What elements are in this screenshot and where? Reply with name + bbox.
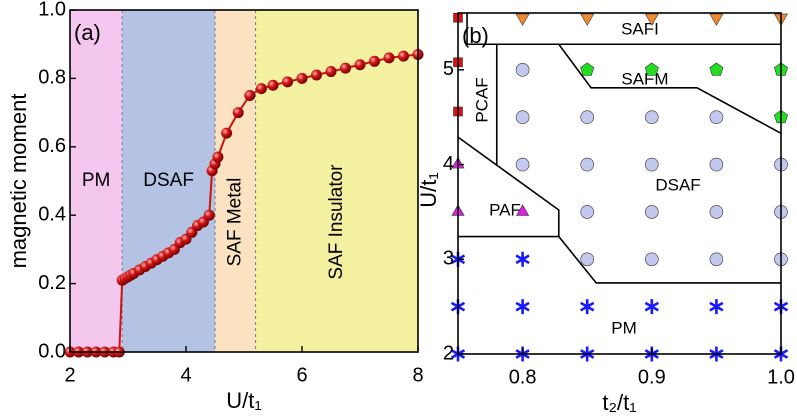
phase-label: SAFI (621, 19, 659, 38)
data-point (515, 251, 530, 267)
phase-boundary (558, 43, 782, 135)
data-point (232, 107, 244, 119)
y-tick-label: 5 (443, 58, 454, 80)
region-label: SAF Insulator (326, 164, 347, 280)
phase-region (122, 10, 215, 352)
data-point (515, 299, 530, 315)
phase-boundary (558, 236, 781, 284)
data-point (644, 157, 659, 172)
data-point (244, 90, 256, 101)
phase-region (70, 10, 123, 352)
data-point (580, 62, 595, 76)
data-point (709, 299, 724, 315)
data-point (580, 299, 595, 315)
region-label: DSAF (143, 170, 194, 191)
y-tick-label: 2 (443, 342, 454, 364)
x-axis-label: t₂/t₁ (602, 390, 636, 415)
data-point (515, 157, 530, 172)
data-point (398, 50, 409, 62)
data-point (580, 157, 595, 172)
y-tick-label: 4 (443, 153, 454, 175)
data-point (383, 52, 395, 64)
data-point (515, 63, 530, 77)
data-point (515, 110, 530, 124)
phase-region (255, 10, 418, 352)
data-point (580, 110, 595, 124)
x-tick-label: 6 (296, 364, 307, 386)
data-point (644, 205, 659, 219)
phase-label: PM (611, 318, 637, 337)
y-tick-label: 0.2 (38, 272, 66, 294)
region-label: PM (82, 170, 111, 191)
data-point (296, 72, 308, 84)
x-axis-label: U/t₁ (226, 388, 262, 413)
data-point (644, 299, 659, 315)
y-tick-label: 1.0 (38, 0, 66, 20)
phase-label: PAF (489, 200, 521, 219)
data-point (709, 157, 724, 172)
data-point (354, 59, 366, 71)
y-tick-label: 0.8 (38, 67, 66, 89)
y-tick-label: 0.0 (38, 340, 66, 362)
data-point (644, 252, 659, 267)
data-point (580, 205, 595, 219)
y-axis-label: U/t₁ (416, 172, 441, 208)
phase-boundary (466, 13, 781, 46)
data-point (311, 69, 322, 81)
x-tick-label: 0.9 (638, 366, 666, 388)
panel-label: (b) (462, 23, 489, 48)
y-axis-label: magnetic moment (6, 94, 31, 269)
data-point (340, 62, 351, 74)
data-point (709, 252, 724, 267)
phase-boundary (457, 136, 560, 238)
data-point (644, 62, 659, 76)
data-point (515, 13, 530, 26)
x-tick-label: 1.0 (767, 366, 795, 388)
data-point (325, 66, 337, 78)
plot-frame (69, 9, 419, 353)
plot-frame (457, 12, 782, 355)
data-point (709, 205, 724, 219)
data-point (221, 127, 233, 139)
y-tick-label: 0.6 (38, 135, 66, 157)
x-tick-label: 2 (64, 364, 75, 386)
region-label: SAF Metal (224, 178, 245, 267)
panel-label: (a) (74, 20, 101, 45)
data-point (709, 110, 724, 124)
data-point (580, 13, 595, 26)
y-tick-label: 3 (443, 248, 454, 270)
data-point (203, 209, 215, 221)
phase-region (215, 10, 256, 352)
data-point (709, 13, 724, 26)
data-point (580, 252, 595, 267)
x-tick-label: 0.8 (509, 366, 537, 388)
data-point (516, 204, 530, 216)
data-point (255, 83, 267, 95)
data-point (644, 13, 659, 26)
phase-label: PCAF (472, 77, 491, 122)
phase-label: DSAF (655, 175, 700, 194)
data-point (282, 76, 293, 88)
x-tick-label: 4 (180, 364, 191, 386)
data-point (644, 110, 659, 124)
data-point (709, 62, 724, 76)
data-point (369, 55, 380, 67)
phase-label: SAFM (621, 69, 668, 88)
y-tick-label: 0.4 (38, 203, 66, 225)
data-point (267, 79, 279, 91)
data-point (212, 151, 224, 163)
x-tick-label: 8 (412, 364, 423, 386)
